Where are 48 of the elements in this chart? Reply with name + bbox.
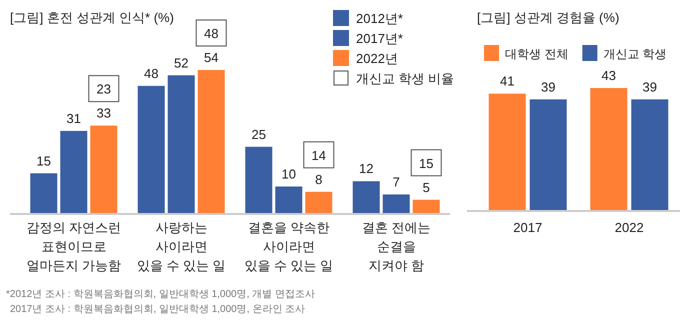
data-label: 5 xyxy=(422,180,430,195)
legend-label: 2012년* xyxy=(356,11,403,26)
chart-title: [그림] 혼전 성관계 인식* (%) xyxy=(10,10,174,25)
data-label: 33 xyxy=(96,106,111,121)
annotation: 15 xyxy=(419,156,434,171)
bar xyxy=(198,70,225,213)
x-tick-label: 2022 xyxy=(614,220,644,235)
legend-label: 대학생 전체 xyxy=(505,47,568,61)
x-tick-label: 사랑하는 사이라면 있을 수 있는 일 xyxy=(136,220,226,273)
data-label: 7 xyxy=(392,174,400,190)
annotation: 14 xyxy=(312,148,326,163)
data-label: 43 xyxy=(602,68,616,83)
data-label: 8 xyxy=(315,172,322,187)
x-tick-label: 2017 xyxy=(513,220,542,235)
text: 48 xyxy=(204,26,218,41)
data-label: 39 xyxy=(541,79,556,94)
annotation: 개신교 학생 비율 xyxy=(356,71,454,86)
data-label: 10 xyxy=(282,166,296,182)
bar xyxy=(138,86,165,213)
data-label: 54 xyxy=(204,50,218,65)
bar xyxy=(30,173,58,213)
data-label: 15 xyxy=(36,153,51,168)
data-label: 12 xyxy=(359,161,374,176)
legend-label: 2022년 xyxy=(356,51,398,66)
data-label: 41 xyxy=(500,74,514,89)
data-label: 39 xyxy=(642,79,657,94)
chart-title: [그림] 성관계 경험율 (%) xyxy=(477,10,620,25)
x-tick-label: 감정의 자연스런 표현이므로 얼마든지 가능함 xyxy=(26,220,122,273)
data-label: 25 xyxy=(252,126,266,142)
legend-label: 2017년* xyxy=(356,31,403,46)
bar xyxy=(305,192,332,213)
data-label: 48 xyxy=(144,66,158,81)
bar xyxy=(412,200,440,213)
data-label: 52 xyxy=(174,55,188,70)
bar xyxy=(352,181,380,213)
legend-label: 개신교 학생 xyxy=(603,47,667,61)
bar xyxy=(90,126,118,213)
bar xyxy=(60,130,88,213)
text: *2012년 조사 : 학원복음화협의회, 일반대학생 1,000명, 개별 면접조사 xyxy=(6,289,315,300)
bar xyxy=(245,146,272,213)
x-tick-label: 결혼 전에는 순결을 지켜야 함 xyxy=(362,220,431,273)
bar xyxy=(275,186,302,213)
text: 2017년 조사 : 학원복음화협의회, 일반대학생 1,000명, 온라인 조사 xyxy=(10,304,306,315)
bar xyxy=(168,75,195,213)
bar xyxy=(382,194,410,213)
data-label: 31 xyxy=(66,110,81,126)
x-tick-label: 결혼을 약속한 사이라면 있을 수 있는 일 xyxy=(244,220,334,273)
annotation: 23 xyxy=(96,82,111,97)
